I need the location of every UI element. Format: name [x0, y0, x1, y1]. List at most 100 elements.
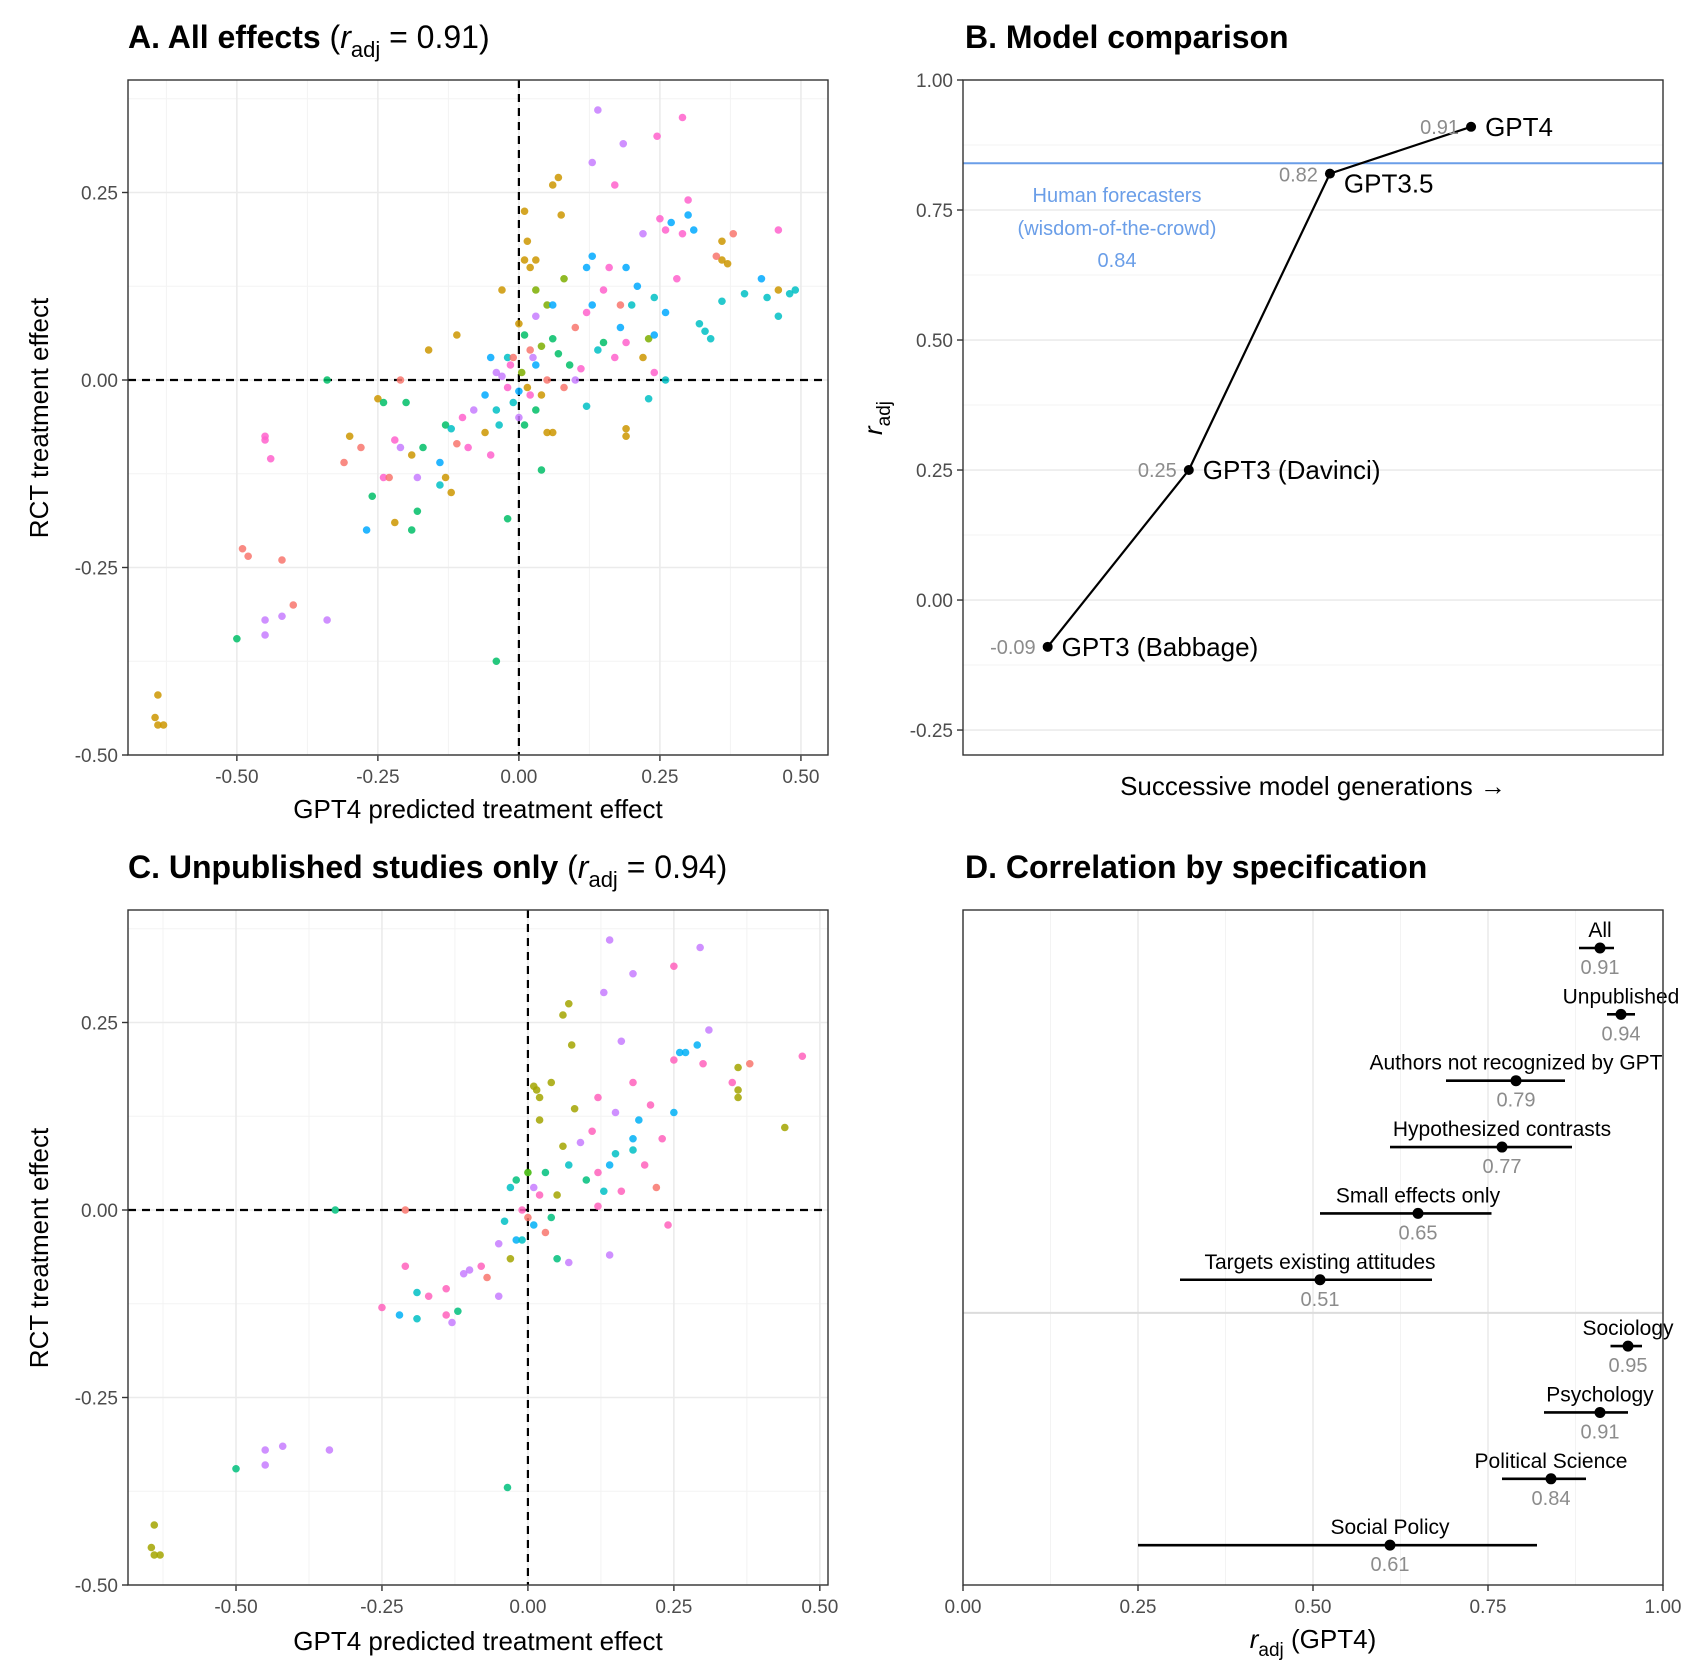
panel-b: B. Model comparison -0.25 0.00 0.25 0.50 0.7…: [858, 19, 1664, 801]
panel-c-point: [605, 1251, 614, 1259]
panel-c-point: [646, 1101, 655, 1109]
panel-a-point: [661, 308, 670, 317]
estimate-point: [1545, 1473, 1557, 1485]
panel-a-point: [447, 424, 456, 433]
panel-c-point: [547, 1078, 556, 1087]
model-value-label: 0.25: [1138, 460, 1177, 482]
panel-a-point: [622, 432, 630, 441]
panel-a-x-axis-title: GPT4 predicted treatment effect: [293, 794, 663, 824]
panel-a-point: [481, 428, 489, 437]
panel-c-point: [541, 1228, 550, 1237]
panel-a-y-axis-title: RCT treatment effect: [24, 297, 54, 538]
panel-a-point: [644, 334, 653, 343]
panel-c-point: [696, 943, 704, 952]
panel-a-point: [492, 657, 501, 666]
panel-a-point: [532, 256, 540, 264]
panel-a-point: [151, 713, 159, 722]
panel-c-point: [500, 1217, 509, 1226]
panel-a-point: [506, 361, 515, 369]
panel-d-x-tick-label: 0.75: [1470, 1597, 1507, 1618]
panel-c-point: [503, 1483, 512, 1492]
model-point: [1324, 168, 1335, 179]
panel-d-x-tick-label: 0.00: [945, 1597, 982, 1618]
panel-a-point: [503, 383, 512, 392]
panel-c: C. Unpublished studies only (radj = 0.94…: [24, 849, 838, 1656]
panel-a-point: [543, 376, 551, 384]
specification-label: Psychology: [1546, 1383, 1654, 1406]
panel-a-point: [557, 211, 565, 219]
panel-c-point: [670, 1108, 678, 1117]
panel-a-x-tick-label: 0.50: [782, 767, 819, 788]
panel-a-point: [532, 406, 540, 414]
panel-a-point: [673, 274, 681, 283]
panel-c-x-tick-label: 0.25: [655, 1597, 692, 1618]
panel-c-point: [395, 1311, 404, 1319]
panel-a-point: [520, 331, 529, 339]
panel-a-point: [244, 552, 252, 561]
panel-a-point: [582, 402, 591, 411]
panel-a-point: [464, 443, 472, 452]
panel-c-y-tick-label: -0.50: [75, 1576, 118, 1597]
panel-a-point: [650, 293, 659, 302]
panel-b-y-tick-label: 0.75: [916, 201, 953, 222]
panel-c-point: [605, 936, 614, 944]
panel-a-point: [278, 612, 286, 621]
panel-a-point: [594, 106, 602, 114]
panel-c-point: [278, 1442, 287, 1451]
panel-c-point: [570, 1104, 579, 1113]
panel-c-point: [728, 1078, 737, 1087]
panel-a-point: [532, 286, 540, 294]
panel-a-point: [678, 113, 687, 122]
panel-a-point: [554, 349, 563, 358]
panel-a-point: [396, 376, 405, 384]
panel-a-point: [718, 297, 726, 306]
panel-a-point: [571, 323, 580, 332]
panel-a-point: [616, 323, 625, 332]
estimate-value-label: 0.61: [1371, 1554, 1410, 1576]
panel-a-point: [515, 413, 523, 422]
model-point: [1183, 465, 1194, 476]
panel-d-frame: [962, 909, 1664, 1586]
specification-label: All: [1588, 919, 1611, 942]
panel-a-point: [441, 473, 450, 482]
panel-a-point: [650, 368, 659, 377]
panel-c-point: [232, 1464, 240, 1473]
panel-c-x-axis-title: GPT4 predicted treatment effect: [293, 1626, 663, 1656]
panel-c-point: [699, 1059, 707, 1068]
panel-c-point: [664, 1221, 672, 1229]
model-name-label: GPT3 (Davinci): [1203, 455, 1381, 485]
panel-c-point: [512, 1176, 521, 1184]
panel-c-point: [611, 1108, 620, 1117]
panel-a-point: [656, 214, 664, 223]
panel-a-point: [436, 458, 444, 467]
panel-c-point: [494, 1239, 503, 1248]
panel-a-point: [379, 398, 388, 407]
panel-c-point: [629, 969, 637, 978]
panel-c-title: C. Unpublished studies only (radj = 0.94…: [128, 849, 727, 892]
panel-a-point: [543, 428, 551, 437]
panel-a-point: [498, 372, 506, 381]
panel-a-point: [594, 346, 602, 354]
panel-a-point: [345, 432, 354, 441]
panel-a-point: [622, 263, 630, 272]
panel-a-point: [453, 331, 461, 339]
specification-label: Authors not recognized by GPT: [1370, 1052, 1663, 1075]
panel-c-point: [442, 1311, 450, 1319]
specification-label: Hypothesized contrasts: [1393, 1118, 1611, 1141]
panel-c-point: [448, 1318, 456, 1327]
panel-c-point: [401, 1206, 410, 1214]
estimate-value-label: 0.94: [1602, 1023, 1641, 1045]
estimate-point: [1594, 1406, 1606, 1418]
panel-a-point: [622, 338, 630, 347]
panel-c-point: [576, 1138, 585, 1147]
panel-a-point: [492, 368, 501, 377]
human-forecasters-sublabel: (wisdom-of-the-crowd): [1018, 218, 1217, 240]
panel-a-point: [543, 301, 551, 309]
panel-a-point: [560, 274, 568, 283]
panel-c-point: [780, 1123, 789, 1132]
panel-a-point: [447, 488, 456, 497]
human-forecasters-value: 0.84: [1098, 250, 1137, 272]
panel-a-point: [588, 301, 597, 309]
panel-a-point: [701, 327, 709, 336]
